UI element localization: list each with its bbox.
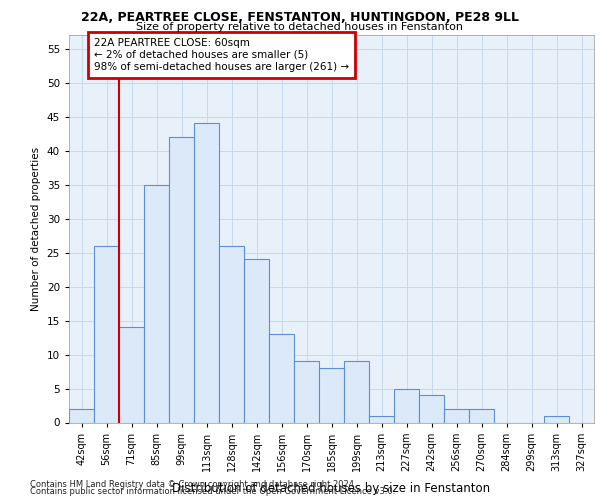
Bar	[294, 362, 319, 422]
Bar	[344, 362, 369, 422]
Bar	[94, 246, 119, 422]
Bar	[144, 184, 169, 422]
Y-axis label: Number of detached properties: Number of detached properties	[31, 146, 41, 311]
X-axis label: Distribution of detached houses by size in Fenstanton: Distribution of detached houses by size …	[172, 482, 491, 495]
Bar	[69, 409, 94, 422]
Bar	[419, 396, 444, 422]
Bar	[244, 260, 269, 422]
Bar	[119, 328, 144, 422]
Text: 22A, PEARTREE CLOSE, FENSTANTON, HUNTINGDON, PE28 9LL: 22A, PEARTREE CLOSE, FENSTANTON, HUNTING…	[81, 11, 519, 24]
Bar	[469, 409, 494, 422]
Bar	[319, 368, 344, 422]
Bar	[369, 416, 394, 422]
Bar	[444, 409, 469, 422]
Bar	[219, 246, 244, 422]
Bar	[394, 388, 419, 422]
Text: Size of property relative to detached houses in Fenstanton: Size of property relative to detached ho…	[137, 22, 464, 32]
Bar	[544, 416, 569, 422]
Bar	[169, 137, 194, 422]
Text: Contains HM Land Registry data © Crown copyright and database right 2024.: Contains HM Land Registry data © Crown c…	[30, 480, 356, 489]
Bar	[194, 124, 219, 422]
Text: 22A PEARTREE CLOSE: 60sqm
← 2% of detached houses are smaller (5)
98% of semi-de: 22A PEARTREE CLOSE: 60sqm ← 2% of detach…	[94, 38, 349, 72]
Text: Contains public sector information licensed under the Open Government Licence v3: Contains public sector information licen…	[30, 488, 395, 496]
Bar	[269, 334, 294, 422]
